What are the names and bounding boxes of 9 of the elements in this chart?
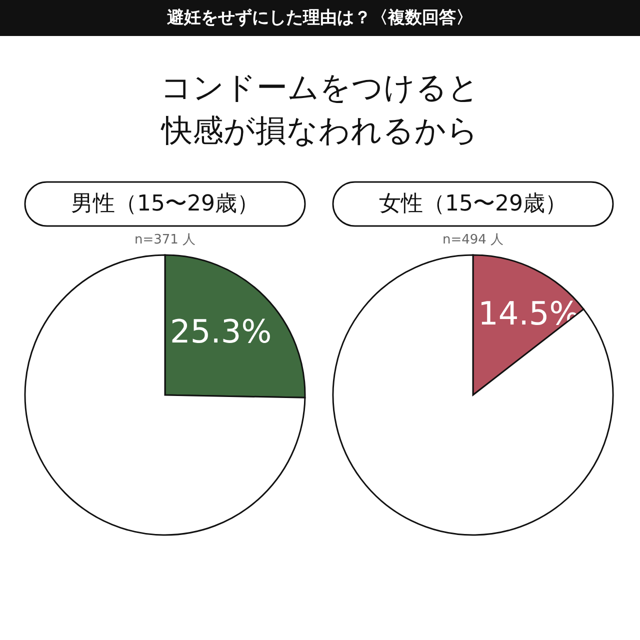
data-label: 25.3% [170, 312, 272, 350]
chart-title: 男性（15〜29歳） [71, 192, 259, 216]
pie-slice [332, 254, 614, 536]
text: n=494 人 [442, 232, 504, 248]
text: 避妊をせずにした理由は？〈複数回答〉 [167, 8, 473, 28]
chart-title: 女性（15〜29歳） [379, 192, 567, 216]
text: n=371 人 [134, 232, 196, 248]
text: コンドームをつけると快感が損なわれるから [160, 70, 480, 149]
pie-slice [24, 254, 306, 536]
